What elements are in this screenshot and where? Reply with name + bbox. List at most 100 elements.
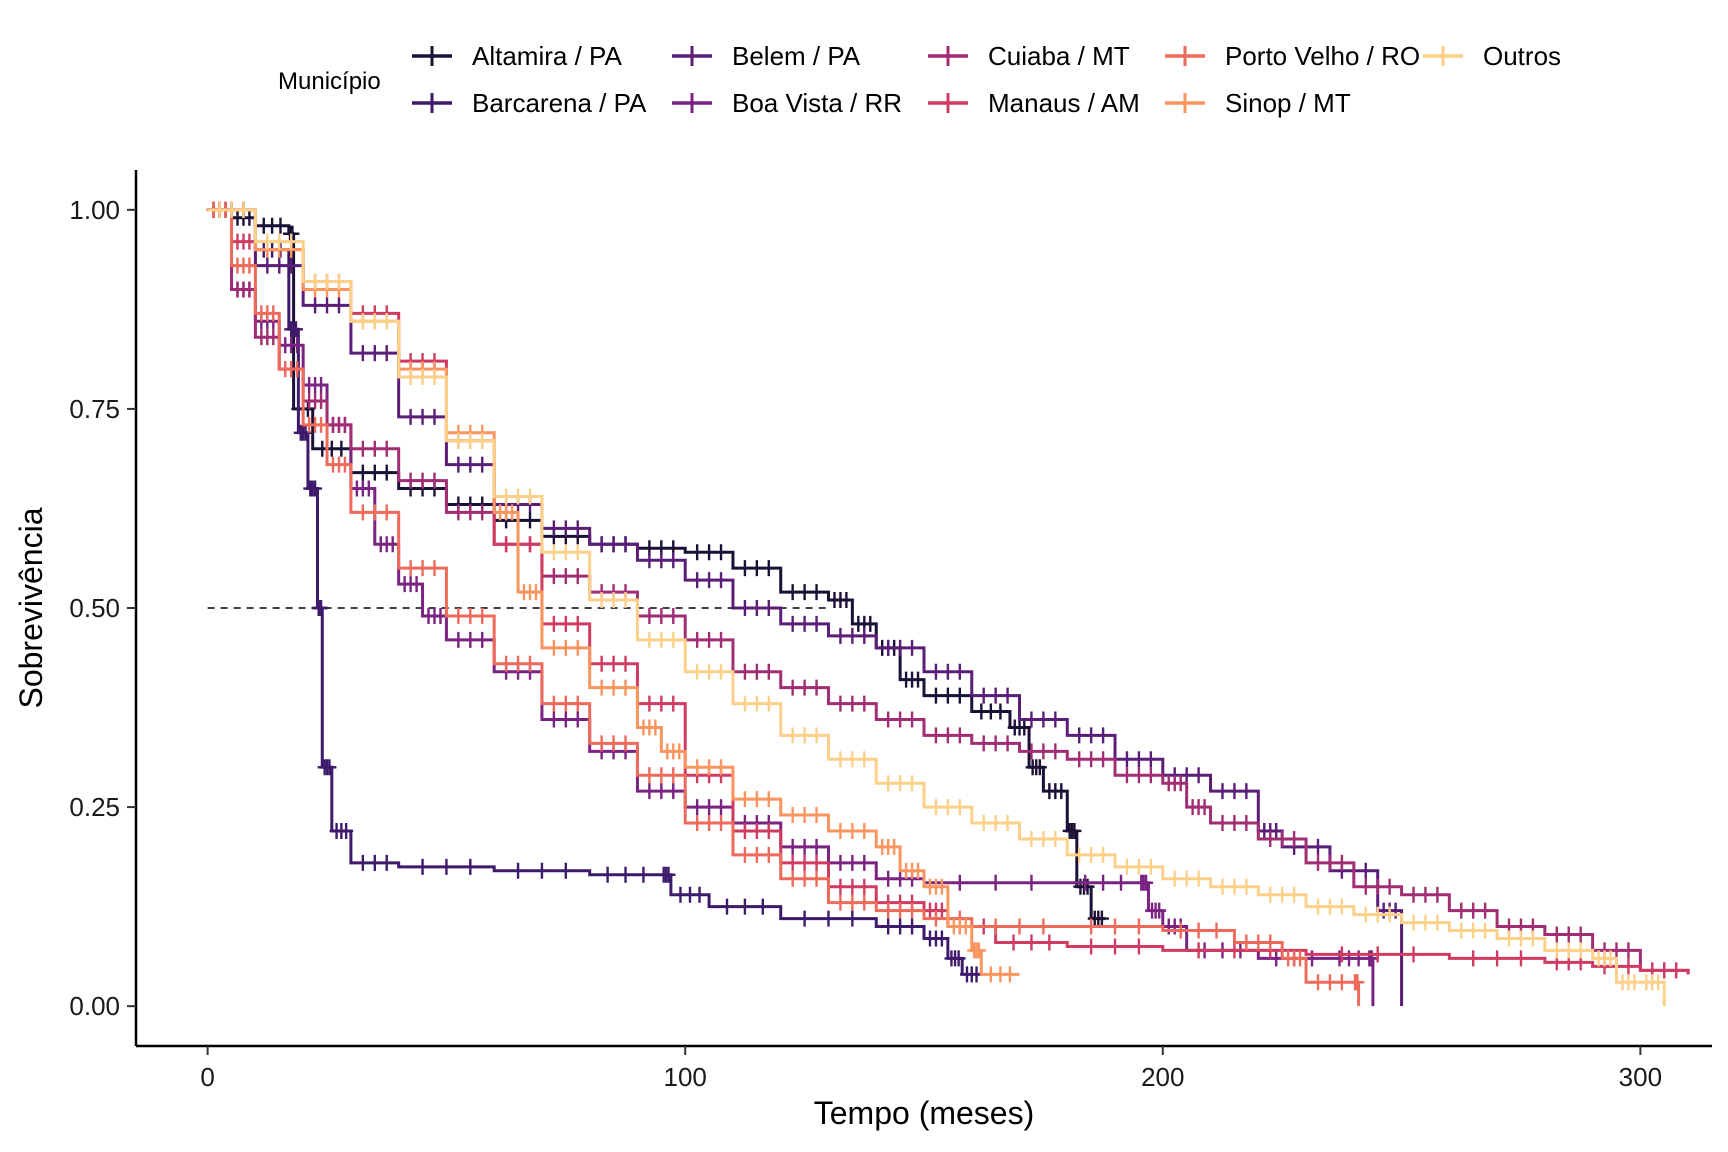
censor-mark bbox=[1114, 874, 1128, 891]
censor-mark bbox=[905, 711, 920, 728]
censor-mark bbox=[427, 472, 442, 489]
censor-mark bbox=[1191, 922, 1206, 939]
censor-mark bbox=[511, 488, 526, 505]
censor-mark bbox=[1108, 918, 1123, 935]
censor-mark bbox=[1036, 711, 1051, 728]
censor-mark bbox=[570, 568, 585, 585]
censor-mark bbox=[737, 822, 752, 839]
censor-mark bbox=[809, 807, 824, 824]
censor-mark bbox=[1418, 886, 1433, 903]
y-tick-label: 0.25 bbox=[69, 792, 120, 822]
x-axis-title: Tempo (meses) bbox=[814, 1095, 1035, 1131]
censor-mark bbox=[570, 615, 585, 632]
legend-item: Porto Velho / RO bbox=[1165, 41, 1420, 71]
censor-mark bbox=[1048, 711, 1063, 728]
censor-mark bbox=[749, 600, 764, 616]
censor-mark bbox=[1054, 783, 1069, 800]
censor-mark bbox=[881, 918, 896, 935]
censor-mark bbox=[1311, 898, 1325, 915]
censor-mark bbox=[702, 572, 717, 589]
censor-mark bbox=[1143, 751, 1158, 768]
censor-mark bbox=[702, 815, 717, 832]
censor-mark bbox=[1084, 751, 1099, 768]
censor-mark bbox=[845, 695, 860, 712]
censor-mark bbox=[654, 767, 669, 784]
legend-item: Altamira / PA bbox=[412, 41, 622, 71]
censor-mark bbox=[785, 615, 800, 632]
censor-mark bbox=[911, 671, 926, 688]
censor-mark bbox=[654, 783, 669, 800]
legend-item: Boa Vista / RR bbox=[672, 88, 902, 118]
censor-mark bbox=[1239, 815, 1254, 832]
censor-mark bbox=[1478, 922, 1493, 939]
censor-mark bbox=[534, 862, 549, 879]
censor-mark bbox=[558, 615, 573, 632]
censor-mark bbox=[702, 799, 717, 816]
censor-mark bbox=[654, 607, 669, 624]
censor-mark bbox=[1269, 822, 1284, 839]
censor-mark bbox=[809, 727, 824, 744]
y-tick-label: 0.75 bbox=[69, 394, 120, 424]
censor-mark bbox=[654, 552, 669, 569]
censor-mark bbox=[355, 854, 370, 871]
censor-mark bbox=[1131, 858, 1146, 875]
censor-mark bbox=[1036, 918, 1051, 935]
censor-mark bbox=[1263, 830, 1278, 847]
censor-mark bbox=[379, 854, 394, 871]
survival-curve bbox=[207, 208, 1690, 975]
censor-mark bbox=[1334, 898, 1349, 915]
censor-mark bbox=[1561, 926, 1576, 943]
censor-mark bbox=[833, 878, 848, 895]
censor-mark bbox=[833, 854, 848, 871]
censor-mark bbox=[809, 584, 824, 601]
legend-label: Barcarena / PA bbox=[472, 88, 647, 118]
censor-mark bbox=[475, 607, 490, 624]
censor-mark bbox=[1143, 767, 1158, 784]
censor-mark bbox=[702, 663, 717, 680]
censor-mark bbox=[558, 695, 573, 712]
censor-mark bbox=[1191, 767, 1206, 784]
censor-mark bbox=[881, 711, 896, 728]
legend-item: Manaus / AM bbox=[928, 88, 1140, 118]
censor-mark bbox=[367, 854, 382, 871]
censor-mark bbox=[558, 862, 573, 879]
y-tick-label: 0.50 bbox=[69, 593, 120, 623]
censor-mark bbox=[558, 711, 573, 728]
censor-mark bbox=[558, 639, 573, 656]
censor-mark bbox=[857, 854, 872, 871]
censor-mark bbox=[887, 838, 902, 855]
censor-mark bbox=[1227, 783, 1242, 800]
censor-mark bbox=[463, 607, 478, 624]
censor-mark bbox=[403, 472, 418, 489]
censor-mark bbox=[331, 297, 346, 314]
censor-mark bbox=[1418, 914, 1433, 931]
censor-mark bbox=[355, 313, 370, 330]
legend-label: Porto Velho / RO bbox=[1225, 41, 1420, 71]
censor-mark bbox=[1215, 783, 1230, 800]
censor-mark bbox=[845, 854, 860, 871]
censor-mark bbox=[934, 878, 949, 895]
censor-mark bbox=[1024, 874, 1039, 891]
censor-mark bbox=[785, 854, 800, 871]
censor-mark bbox=[1096, 727, 1111, 744]
censor-mark bbox=[475, 631, 490, 648]
censor-mark bbox=[988, 735, 1003, 752]
series-altamira-pa bbox=[206, 201, 1109, 927]
censor-mark bbox=[1048, 743, 1063, 760]
censor-mark bbox=[661, 866, 676, 883]
censor-mark bbox=[618, 866, 633, 883]
censor-mark bbox=[797, 727, 812, 744]
censor-mark bbox=[702, 544, 717, 561]
censor-mark bbox=[379, 345, 394, 362]
censor-mark bbox=[355, 504, 370, 521]
censor-mark bbox=[320, 273, 335, 290]
legend-item: Barcarena / PA bbox=[412, 88, 647, 118]
censor-mark bbox=[648, 719, 663, 736]
censor-mark bbox=[797, 870, 812, 887]
censor-mark bbox=[1490, 950, 1505, 967]
censor-mark bbox=[415, 472, 430, 489]
censor-mark bbox=[284, 233, 299, 250]
censor-mark bbox=[690, 799, 705, 816]
series-manaus-am bbox=[206, 201, 1690, 979]
censor-mark bbox=[1024, 934, 1039, 951]
